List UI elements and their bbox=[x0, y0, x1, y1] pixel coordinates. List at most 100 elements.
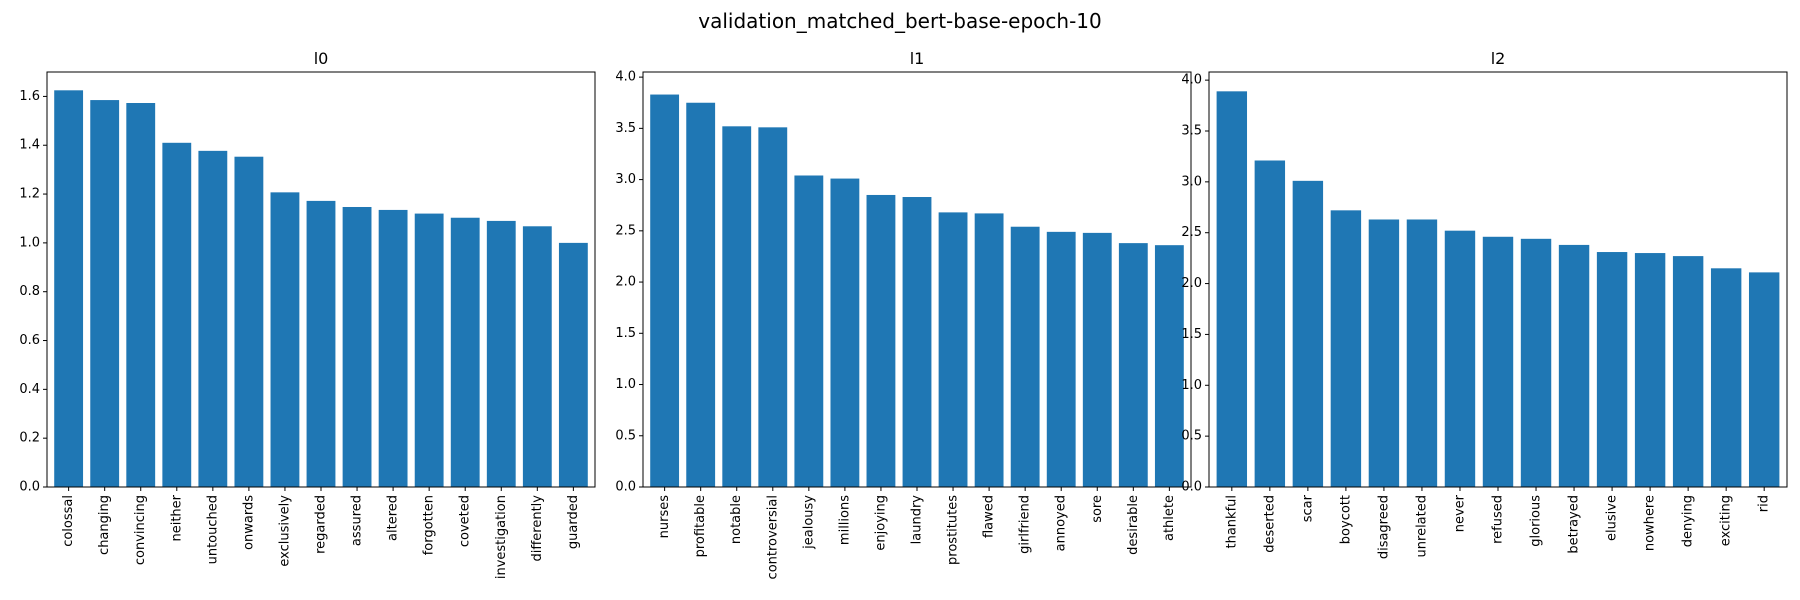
y-tick-label: 1.2 bbox=[19, 187, 40, 202]
bar-disagreed bbox=[1368, 219, 1400, 488]
x-tick-label: enjoying bbox=[873, 495, 888, 551]
y-tick-label: 4.0 bbox=[615, 70, 636, 85]
x-tick-label: altered bbox=[386, 495, 401, 541]
bar-scar bbox=[1292, 180, 1324, 487]
x-tick-label: thankful bbox=[1224, 495, 1239, 549]
bar-betrayed bbox=[1558, 244, 1590, 487]
bar-convincing bbox=[126, 103, 156, 488]
y-tick-label: 0.0 bbox=[1181, 480, 1202, 495]
bar-changing bbox=[90, 100, 120, 487]
x-tick-label: sore bbox=[1090, 495, 1105, 523]
bar-girlfriend bbox=[1010, 226, 1040, 487]
chart-panel-l2: l2 thankful deserted scar boycott disagreed un… bbox=[1181, 49, 1788, 559]
chart-panel-l1: l1 nurses profitable notable controversial je… bbox=[615, 49, 1192, 579]
x-tick-label: changing bbox=[97, 495, 112, 555]
bar-flawed bbox=[974, 213, 1004, 487]
bar-assured bbox=[342, 206, 372, 487]
x-tick-label: boycott bbox=[1338, 495, 1353, 544]
x-tick-label: flawed bbox=[982, 495, 997, 538]
y-tick-label: 0.5 bbox=[615, 428, 636, 443]
x-tick-label: profitable bbox=[693, 495, 708, 557]
x-tick-label: forgotten bbox=[422, 495, 437, 555]
y-tick-label: 3.0 bbox=[615, 172, 636, 187]
x-tick-label: glorious bbox=[1529, 495, 1544, 547]
y-tick-label: 2.0 bbox=[615, 275, 636, 290]
x-tick-label: desirable bbox=[1126, 495, 1141, 555]
x-tick-label: nowhere bbox=[1643, 495, 1658, 551]
bar-altered bbox=[378, 209, 408, 488]
x-tick-label: neither bbox=[169, 494, 184, 541]
bar-desirable bbox=[1118, 243, 1148, 487]
bar-millions bbox=[830, 178, 860, 487]
bar-exciting bbox=[1710, 268, 1742, 487]
chart-panels: l0 colossal changing convincing neither untou… bbox=[19, 49, 1788, 579]
y-tick-label: 3.5 bbox=[615, 121, 636, 136]
x-tick-label: laundry bbox=[910, 495, 925, 545]
y-tick-label: 1.5 bbox=[1181, 327, 1202, 342]
y-tick-label: 3.5 bbox=[1181, 123, 1202, 138]
x-tick-label: assured bbox=[350, 495, 365, 546]
y-tick-label: 1.6 bbox=[19, 89, 40, 104]
axes-frame bbox=[642, 71, 1192, 488]
bar-coveted bbox=[450, 217, 480, 488]
x-tick-label: colossal bbox=[61, 495, 76, 547]
x-tick-label: notable bbox=[729, 495, 744, 544]
bar-exclusively bbox=[270, 192, 300, 487]
y-tick-label: 1.5 bbox=[615, 326, 636, 341]
x-tick-label: controversial bbox=[765, 495, 780, 579]
bar-unrelated bbox=[1406, 219, 1438, 488]
bar-refused bbox=[1482, 236, 1514, 487]
y-tick-label: 4.0 bbox=[1181, 73, 1202, 88]
panel-title: l1 bbox=[910, 49, 925, 68]
x-tick-label: differently bbox=[530, 495, 545, 562]
y-tick-label: 1.4 bbox=[19, 138, 40, 153]
x-tick-label: convincing bbox=[133, 495, 148, 565]
bar-laundry bbox=[902, 197, 932, 488]
bar-regarded bbox=[306, 200, 336, 488]
y-tick-label: 0.2 bbox=[19, 431, 40, 446]
bar-rid bbox=[1748, 272, 1780, 487]
bar-jealousy bbox=[794, 175, 824, 487]
bar-forgotten bbox=[414, 213, 444, 487]
bar-nowhere bbox=[1634, 253, 1666, 487]
bar-colossal bbox=[54, 90, 84, 487]
x-tick-label: never bbox=[1452, 494, 1467, 532]
y-tick-label: 0.5 bbox=[1181, 429, 1202, 444]
bar-never bbox=[1444, 230, 1476, 488]
bar-prostitutes bbox=[938, 212, 968, 487]
y-tick-label: 1.0 bbox=[615, 377, 636, 392]
x-tick-label: guarded bbox=[566, 495, 581, 549]
x-tick-label: denying bbox=[1681, 495, 1696, 547]
x-tick-label: exclusively bbox=[277, 495, 292, 567]
x-tick-label: nurses bbox=[657, 495, 672, 539]
bar-glorious bbox=[1520, 238, 1552, 487]
x-tick-label: annoyed bbox=[1054, 495, 1069, 551]
y-tick-label: 0.4 bbox=[19, 382, 40, 397]
y-tick-label: 0.6 bbox=[19, 333, 40, 348]
y-tick-label: 2.0 bbox=[1181, 276, 1202, 291]
y-tick-label: 2.5 bbox=[615, 223, 636, 238]
bar-profitable bbox=[686, 102, 716, 488]
bar-sore bbox=[1082, 232, 1112, 487]
panel-title: l0 bbox=[314, 49, 329, 68]
x-tick-label: jealousy bbox=[801, 495, 816, 550]
bar-neither bbox=[162, 142, 192, 487]
bar-untouched bbox=[198, 150, 228, 487]
axes-frame bbox=[46, 71, 596, 488]
x-tick-label: millions bbox=[837, 495, 852, 545]
bar-enjoying bbox=[866, 194, 896, 488]
bar-denying bbox=[1672, 256, 1704, 487]
x-tick-label: scar bbox=[1300, 494, 1315, 522]
x-tick-label: prostitutes bbox=[946, 495, 961, 565]
x-tick-label: rid bbox=[1757, 495, 1772, 512]
panel-title: l2 bbox=[1491, 49, 1506, 68]
bar-elusive bbox=[1596, 252, 1628, 487]
x-tick-label: elusive bbox=[1605, 495, 1620, 541]
bar-notable bbox=[722, 126, 752, 487]
bar-nurses bbox=[650, 94, 680, 487]
y-tick-label: 0.0 bbox=[19, 480, 40, 495]
x-tick-label: exciting bbox=[1719, 495, 1734, 546]
bar-boycott bbox=[1330, 210, 1362, 488]
y-tick-label: 3.0 bbox=[1181, 174, 1202, 189]
